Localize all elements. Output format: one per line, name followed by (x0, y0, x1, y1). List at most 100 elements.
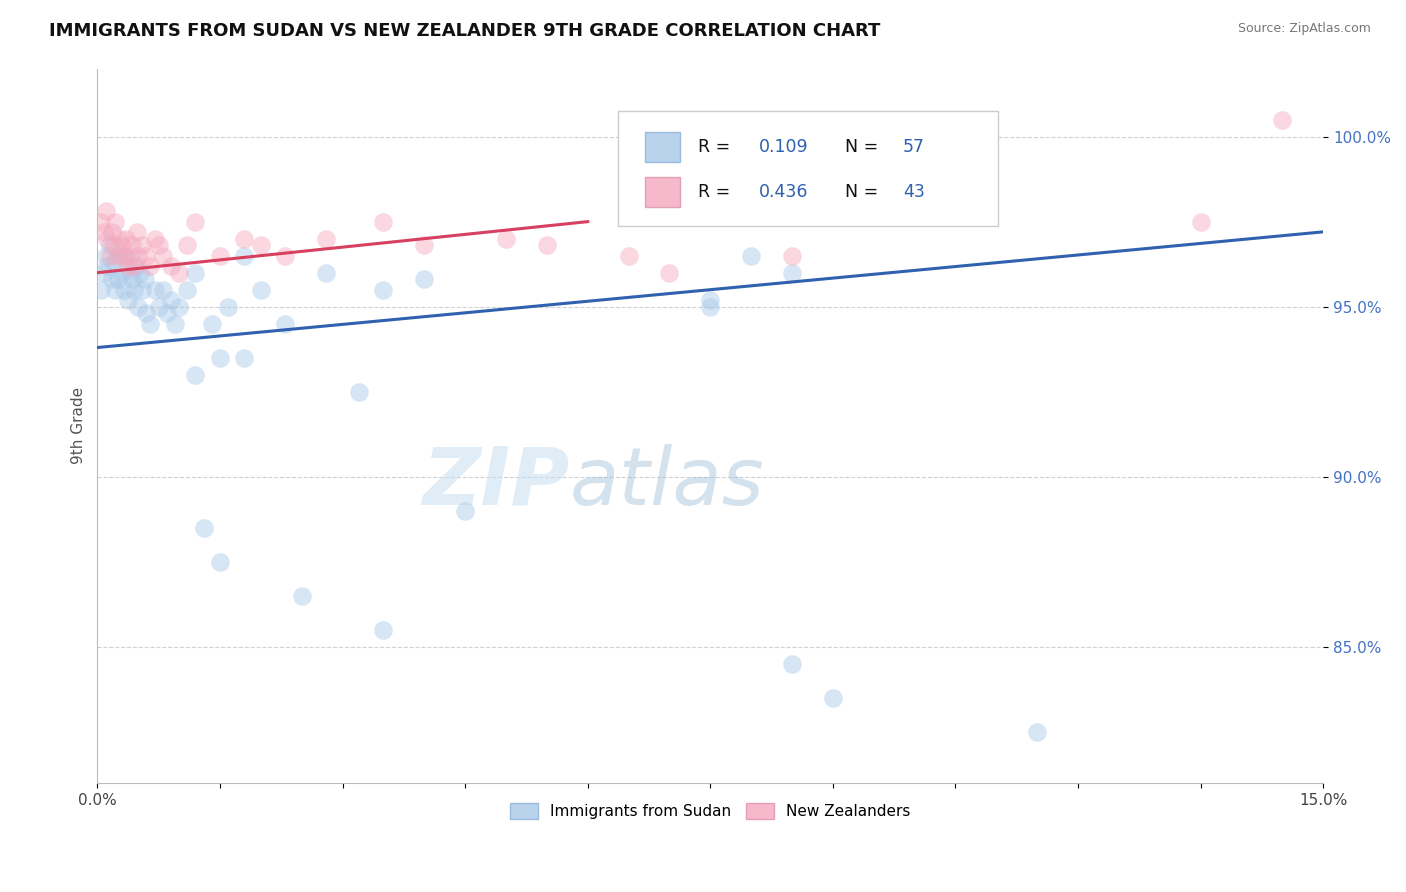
Point (821, 690, 844, 705)
Point (780, 657, 803, 671)
Point (413, 272, 436, 286)
Point (134, 272, 156, 286)
Point (217, 300, 239, 314)
Point (148, 238, 170, 252)
Text: R =: R = (697, 183, 735, 201)
Text: N =: N = (845, 137, 884, 155)
Point (93, 225, 115, 239)
Point (131, 238, 153, 252)
Point (373, 623, 395, 637)
Point (139, 317, 162, 331)
Point (110, 249, 132, 263)
Point (315, 232, 337, 246)
Point (617, 249, 640, 263)
Point (167, 266, 190, 280)
Point (125, 259, 148, 273)
Point (233, 232, 256, 246)
Bar (645, 177, 679, 207)
Point (740, 249, 762, 263)
Point (125, 225, 148, 239)
Point (96, 232, 118, 246)
Point (127, 249, 149, 263)
Point (347, 384, 370, 399)
Point (121, 272, 143, 286)
Point (152, 283, 174, 297)
Point (112, 249, 135, 263)
Point (1271, 112, 1294, 127)
Point (1189, 214, 1212, 228)
Point (156, 306, 179, 320)
Legend: Immigrants from Sudan, New Zealanders: Immigrants from Sudan, New Zealanders (505, 797, 917, 825)
Text: 0.436: 0.436 (759, 183, 808, 201)
Point (249, 283, 271, 297)
Text: atlas: atlas (569, 444, 763, 522)
Text: 57: 57 (903, 137, 925, 155)
Point (90, 283, 112, 297)
Y-axis label: 9th Grade: 9th Grade (72, 387, 86, 465)
Point (121, 238, 143, 252)
Point (115, 232, 138, 246)
Point (699, 293, 721, 307)
Point (107, 272, 129, 286)
Text: 0.109: 0.109 (759, 137, 808, 155)
Point (233, 249, 256, 263)
Point (699, 300, 721, 314)
Point (291, 589, 314, 603)
Point (193, 521, 215, 535)
Point (1026, 725, 1049, 739)
Point (103, 238, 125, 252)
Text: N =: N = (845, 183, 884, 201)
Point (413, 238, 436, 252)
Point (101, 272, 124, 286)
Point (103, 255, 125, 269)
Point (122, 259, 145, 273)
Point (107, 249, 129, 263)
Point (104, 214, 127, 228)
Text: IMMIGRANTS FROM SUDAN VS NEW ZEALANDER 9TH GRADE CORRELATION CHART: IMMIGRANTS FROM SUDAN VS NEW ZEALANDER 9… (49, 22, 880, 40)
Point (128, 266, 150, 280)
Point (495, 232, 517, 246)
Point (274, 249, 297, 263)
Point (163, 317, 186, 331)
Point (110, 232, 132, 246)
Point (96, 259, 118, 273)
Point (115, 249, 138, 263)
Point (274, 317, 297, 331)
Point (118, 266, 141, 280)
Point (104, 283, 127, 297)
Text: 43: 43 (903, 183, 925, 201)
Point (101, 225, 124, 239)
Point (112, 283, 135, 297)
Point (233, 351, 256, 365)
Point (167, 300, 190, 314)
Point (111, 238, 134, 252)
Point (118, 249, 141, 263)
Point (152, 249, 174, 263)
Point (98, 249, 121, 263)
Point (131, 283, 153, 297)
FancyBboxPatch shape (619, 112, 998, 226)
Point (160, 259, 183, 273)
Point (122, 283, 145, 297)
Point (208, 249, 231, 263)
Point (176, 238, 198, 252)
Point (780, 249, 803, 263)
Point (94, 249, 117, 263)
Text: Source: ZipAtlas.com: Source: ZipAtlas.com (1237, 22, 1371, 36)
Point (148, 300, 170, 314)
Point (117, 293, 139, 307)
Point (780, 266, 803, 280)
Text: ZIP: ZIP (422, 444, 569, 522)
Point (143, 232, 166, 246)
Point (201, 317, 224, 331)
Point (249, 238, 271, 252)
Point (111, 266, 134, 280)
Point (658, 266, 681, 280)
Point (454, 504, 477, 518)
Point (184, 214, 207, 228)
Point (127, 300, 149, 314)
Point (373, 283, 395, 297)
Point (184, 368, 207, 382)
Point (208, 351, 231, 365)
Point (90, 214, 112, 228)
